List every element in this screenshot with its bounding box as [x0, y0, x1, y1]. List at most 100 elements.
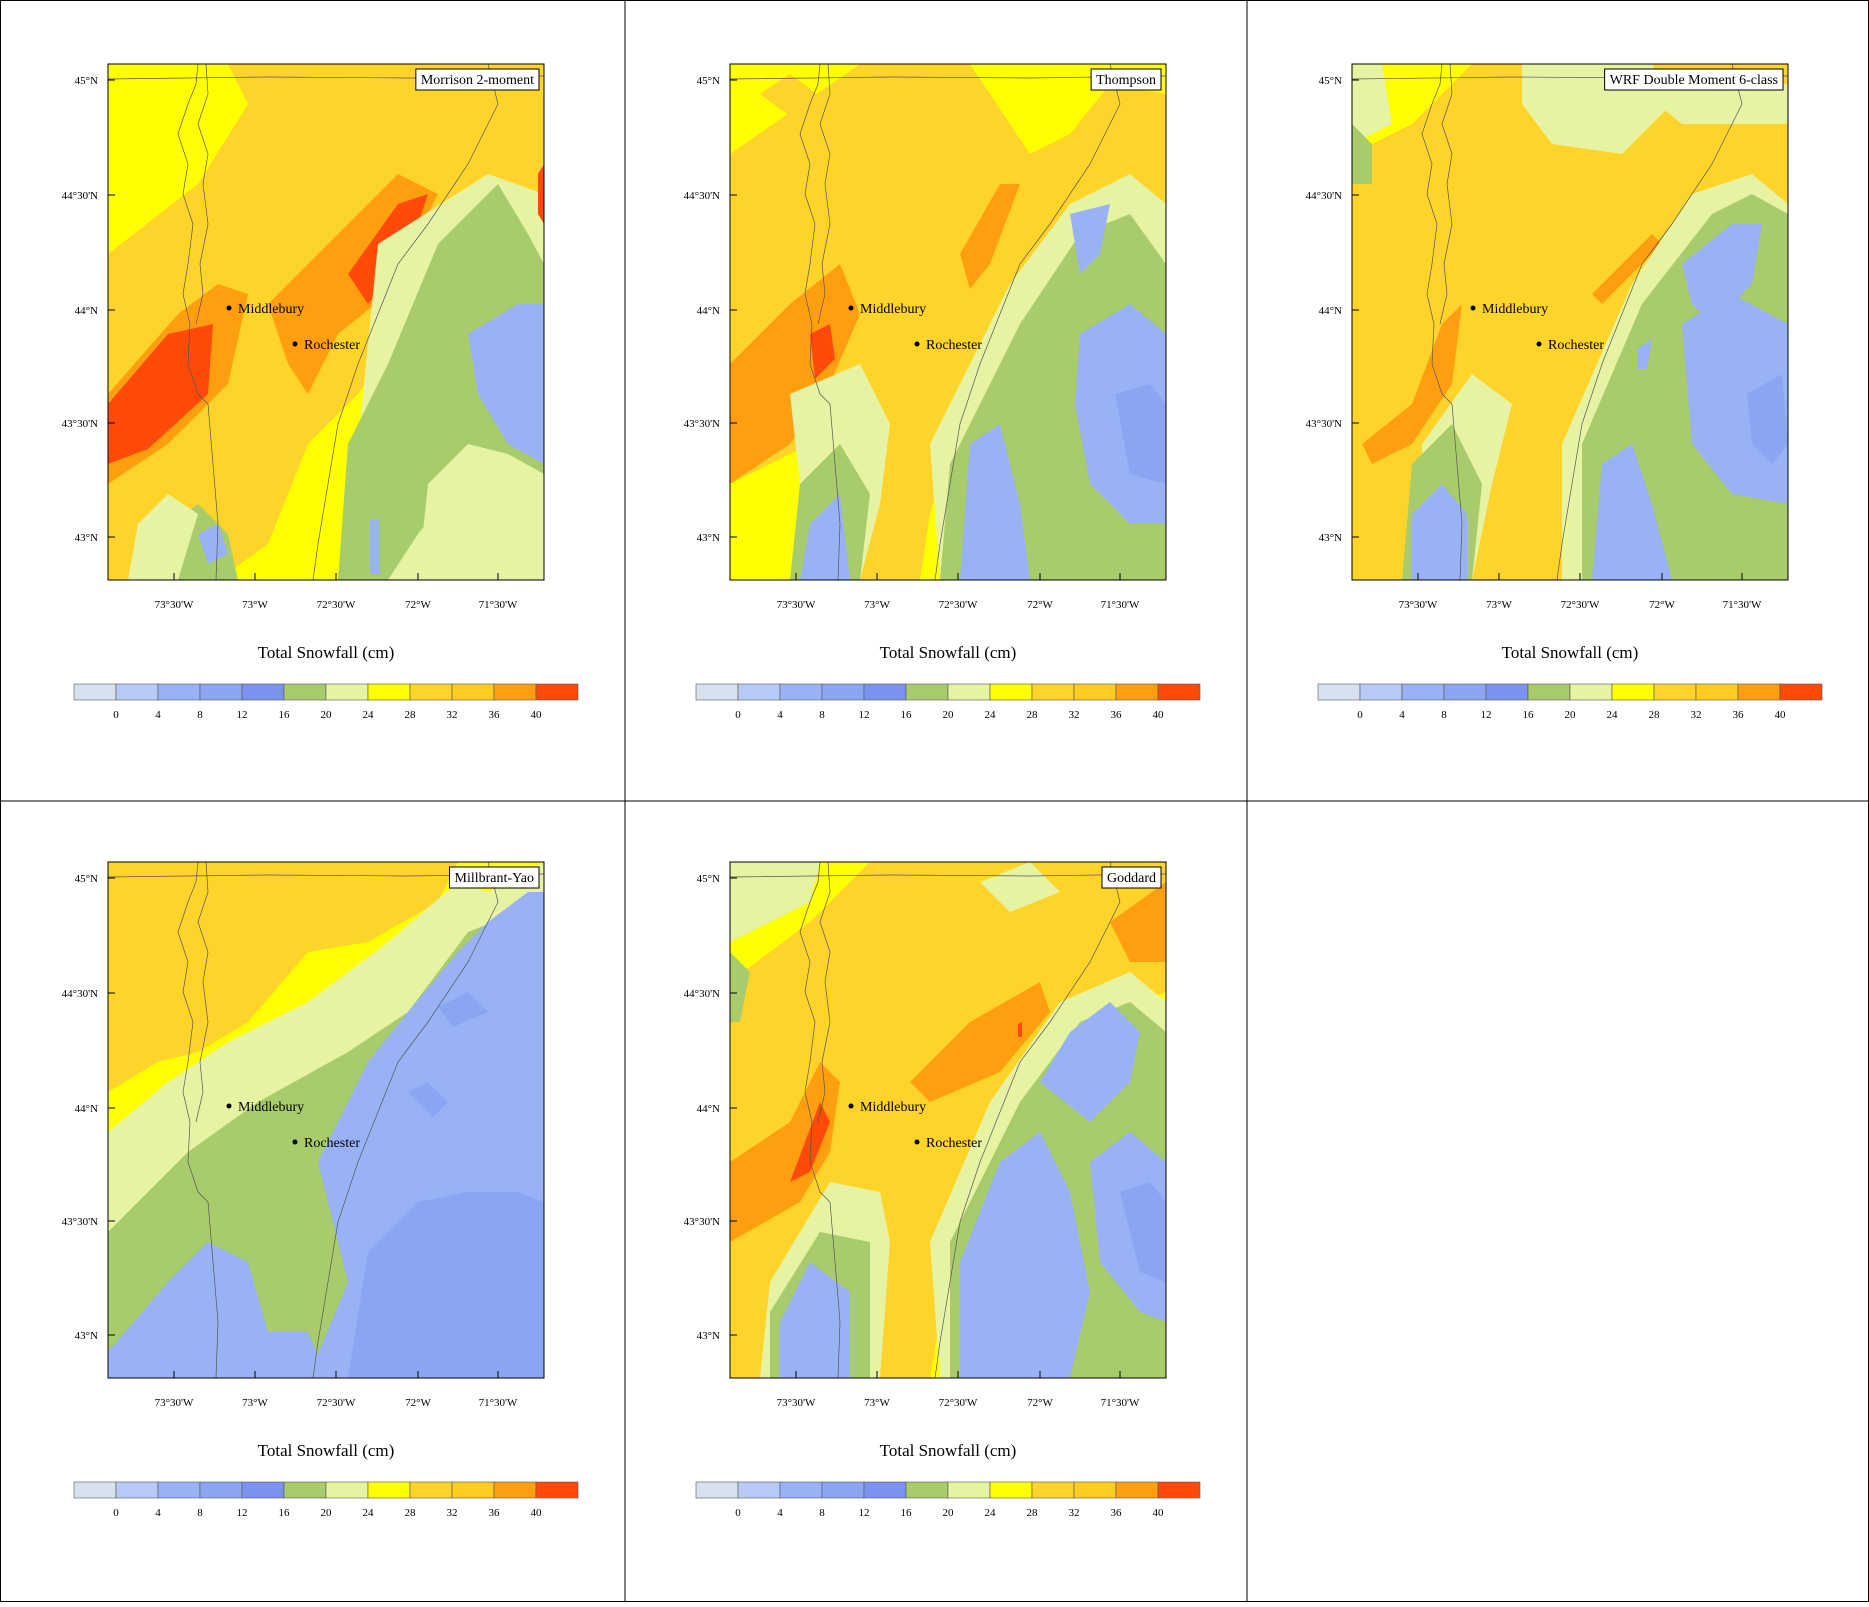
legend-swatch	[905, 683, 949, 701]
town-marker	[1536, 341, 1542, 347]
lat-label: 43°N	[1319, 532, 1342, 544]
lon-label: 72°W	[405, 599, 431, 611]
legend-swatch	[1443, 683, 1487, 701]
legend-tick-label: 40	[531, 1507, 543, 1519]
panel-millbrant: 45°N 44°30'N 44°N 43°30'N 43°N 73°30'W 73°W 72°…	[62, 861, 579, 1519]
legend-tick-label: 4	[777, 709, 783, 721]
state-border	[829, 403, 841, 580]
contour-region	[760, 74, 830, 124]
contour-region	[780, 1262, 850, 1378]
contour-region	[1070, 204, 1110, 274]
contour-region	[1747, 374, 1788, 464]
panel-wdm6: 45°N 44°30'N 44°N 43°30'N 43°N 73°30'W 73°W 72°…	[1306, 63, 1823, 721]
legend-swatch	[1569, 683, 1613, 701]
town-marker	[226, 305, 232, 311]
international-border	[730, 873, 1166, 878]
legend-tick-label: 16	[279, 709, 291, 721]
lon-label: 72°30'W	[317, 1397, 356, 1409]
legend-swatch	[1527, 683, 1571, 701]
state-border	[312, 64, 499, 580]
snowfall-field	[1352, 64, 1788, 580]
legend-swatch	[157, 683, 201, 701]
map-frame	[107, 63, 545, 581]
legend-tick-label: 16	[901, 1507, 913, 1519]
legend-tick-label: 32	[447, 1507, 458, 1519]
contour-region	[1018, 1022, 1022, 1037]
lat-label: 43°30'N	[62, 1216, 98, 1228]
town-label-1: Rochester	[926, 338, 982, 353]
legend-tick-label: 20	[943, 709, 955, 721]
legend-swatch	[695, 683, 739, 701]
legend-swatch	[779, 683, 823, 701]
legend-swatch	[115, 1481, 159, 1499]
panel-title: WRF Double Moment 6-class	[1610, 73, 1778, 88]
legend-swatch	[493, 1481, 537, 1499]
lat-label: 45°N	[697, 75, 720, 87]
legend-swatch	[241, 683, 285, 701]
legend-tick-label: 16	[901, 709, 913, 721]
contour-region	[730, 264, 860, 484]
lat-label: 45°N	[697, 873, 720, 885]
legend-tick-label: 28	[1649, 709, 1661, 721]
legend-tick-label: 28	[405, 709, 417, 721]
contour-region	[108, 1242, 328, 1378]
contour-region	[128, 494, 198, 580]
town-label-0: Middlebury	[238, 302, 304, 317]
legend-swatch	[989, 683, 1033, 701]
legend-tick-label: 12	[1481, 709, 1492, 721]
contour-region	[108, 862, 458, 1092]
legend-swatch	[1157, 1481, 1201, 1499]
legend-swatch	[73, 1481, 117, 1499]
contour-region	[208, 862, 288, 902]
contour-region	[348, 1192, 544, 1378]
legend-tick-label: 16	[279, 1507, 291, 1519]
lat-label: 44°30'N	[62, 988, 98, 1000]
legend-swatch	[695, 1481, 739, 1499]
legend-swatch	[1031, 683, 1075, 701]
state-border	[829, 1201, 841, 1378]
lon-label: 72°30'W	[939, 599, 978, 611]
legend-tick-label: 36	[1111, 1507, 1123, 1519]
lon-label: 71°30'W	[1101, 1397, 1140, 1409]
contour-region	[960, 424, 1030, 580]
legend-swatch	[905, 1481, 949, 1499]
legend-swatch	[1485, 683, 1529, 701]
legend-tick-label: 0	[113, 1507, 119, 1519]
contour-region	[1632, 84, 1788, 124]
lake-champlain-outline	[1421, 64, 1453, 405]
contour-region	[538, 164, 544, 224]
legend-tick-label: 36	[489, 709, 501, 721]
lake-champlain-outline	[177, 862, 209, 1203]
legend-tick-label: 24	[1607, 709, 1619, 721]
map-frame	[729, 63, 1167, 581]
snowfall-field	[108, 862, 544, 1378]
lon-label: 73°30'W	[777, 599, 816, 611]
lon-label: 72°W	[1649, 599, 1675, 611]
town-marker	[292, 341, 298, 347]
panel-morrison: 45°N 44°30'N 44°N 43°30'N 43°N 73°30'W 73°W 72°…	[62, 63, 579, 721]
legend-tick-label: 20	[1565, 709, 1577, 721]
contour-region	[810, 324, 835, 379]
panel-title-box	[1101, 866, 1162, 889]
legend-swatch	[1737, 683, 1781, 701]
lat-label: 43°N	[75, 1330, 98, 1342]
legend-tick-label: 16	[1523, 709, 1535, 721]
legend-swatch	[1073, 1481, 1117, 1499]
contour-region	[338, 184, 544, 580]
lat-label: 43°N	[697, 1330, 720, 1342]
contour-region	[1110, 882, 1166, 962]
state-border	[1556, 64, 1743, 580]
legend-tick-label: 32	[447, 709, 458, 721]
contour-region	[108, 324, 213, 464]
legend-swatch	[199, 1481, 243, 1499]
lat-label: 45°N	[75, 75, 98, 87]
legend-title: Total Snowfall (cm)	[880, 643, 1017, 662]
legend-tick-label: 4	[777, 1507, 783, 1519]
lon-label: 72°30'W	[939, 1397, 978, 1409]
legend-tick-label: 12	[237, 709, 248, 721]
legend-swatch	[1695, 683, 1739, 701]
legend-swatch	[1031, 1481, 1075, 1499]
legend-tick-label: 40	[531, 709, 543, 721]
